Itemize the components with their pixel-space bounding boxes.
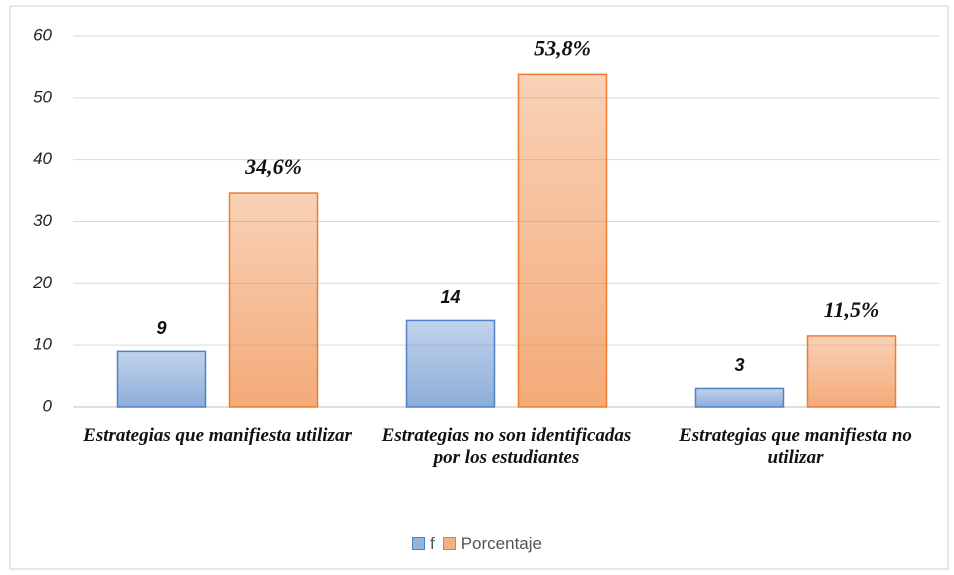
x-tick-label: Estrategias que manifiesta no utilizar <box>679 425 912 468</box>
y-tick-label: 60 <box>33 25 52 44</box>
data-label: 9 <box>156 318 166 338</box>
legend-label: Porcentaje <box>460 534 542 553</box>
chart-border <box>9 5 949 570</box>
y-tick-label: 50 <box>33 87 52 106</box>
bar <box>116 350 207 408</box>
legend-swatch <box>442 537 456 550</box>
y-tick-label: 40 <box>33 149 52 168</box>
bar <box>405 319 496 408</box>
y-tick-label: 30 <box>33 211 52 230</box>
legend-swatch <box>411 537 425 550</box>
data-label: 53,8% <box>534 35 591 60</box>
y-tick-label: 10 <box>33 335 52 354</box>
legend-item: f <box>411 534 435 554</box>
y-tick-label: 0 <box>43 396 53 415</box>
data-label: 34,6% <box>244 154 302 179</box>
bar <box>694 387 785 408</box>
legend-label: f <box>429 534 435 553</box>
y-tick-label: 20 <box>32 273 52 292</box>
data-label: 11,5% <box>824 297 880 322</box>
x-tick-label: Estrategias no son identificadas por los… <box>381 425 632 468</box>
bar <box>517 73 608 408</box>
x-tick-label: Estrategias que manifiesta utilizar <box>83 425 352 446</box>
bar <box>806 335 897 408</box>
legend: f Porcentaje <box>0 534 954 554</box>
bar <box>228 192 319 408</box>
legend-item: Porcentaje <box>442 534 542 554</box>
data-label: 14 <box>440 287 460 307</box>
data-label: 3 <box>734 355 744 375</box>
